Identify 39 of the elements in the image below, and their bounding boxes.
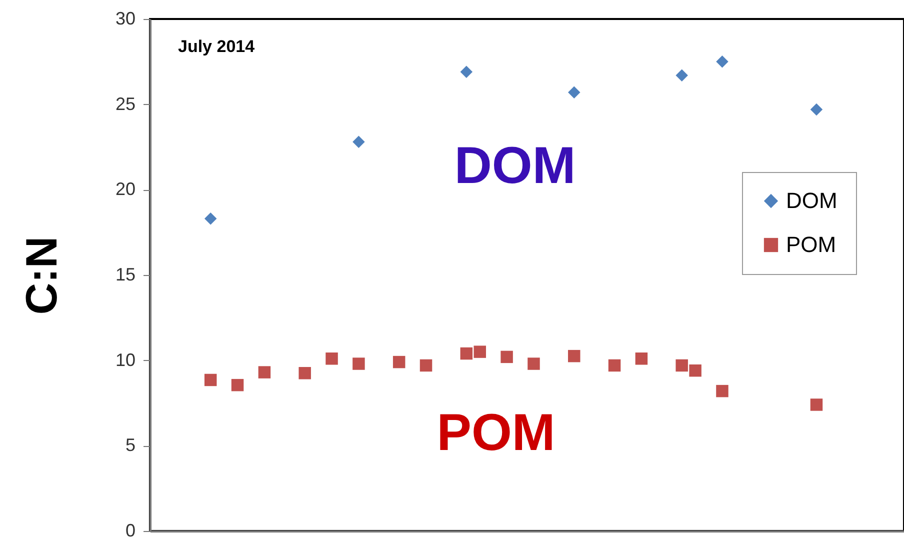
- point: [392, 356, 406, 368]
- legend-label: POM: [786, 232, 836, 257]
- point: [204, 374, 217, 386]
- point: [608, 359, 621, 372]
- annotation: POM: [436, 404, 556, 462]
- y-tick-label: 15: [115, 264, 136, 284]
- point: [460, 347, 473, 360]
- y-tick-label: 10: [115, 350, 136, 370]
- legend-label: DOM: [786, 188, 838, 213]
- y-tick-label: 30: [115, 8, 136, 28]
- point: [204, 212, 217, 225]
- point: [528, 358, 540, 370]
- point: [810, 398, 823, 411]
- y-axis-title: C:N: [17, 236, 66, 315]
- point: [500, 350, 513, 364]
- point: [352, 136, 365, 148]
- point: [810, 103, 823, 116]
- annotation: July 2014: [178, 37, 256, 56]
- point: [716, 384, 728, 398]
- y-tick-label: 20: [115, 179, 136, 200]
- annotation: DOM: [454, 137, 576, 195]
- y-tick-label: 0: [125, 520, 136, 538]
- y-tick-label: 5: [125, 435, 136, 456]
- point: [689, 364, 702, 377]
- y-tick-label: 25: [115, 94, 136, 114]
- point: [326, 352, 338, 365]
- point: [635, 352, 648, 365]
- point: [352, 358, 365, 370]
- point: [568, 350, 580, 362]
- point: [716, 56, 728, 68]
- point: [676, 69, 688, 82]
- point: [474, 346, 486, 358]
- point: [231, 378, 244, 392]
- point: [420, 359, 432, 372]
- point: [258, 366, 271, 378]
- point: [568, 86, 580, 99]
- point: [460, 66, 473, 78]
- point: [676, 359, 688, 372]
- point: [298, 367, 311, 380]
